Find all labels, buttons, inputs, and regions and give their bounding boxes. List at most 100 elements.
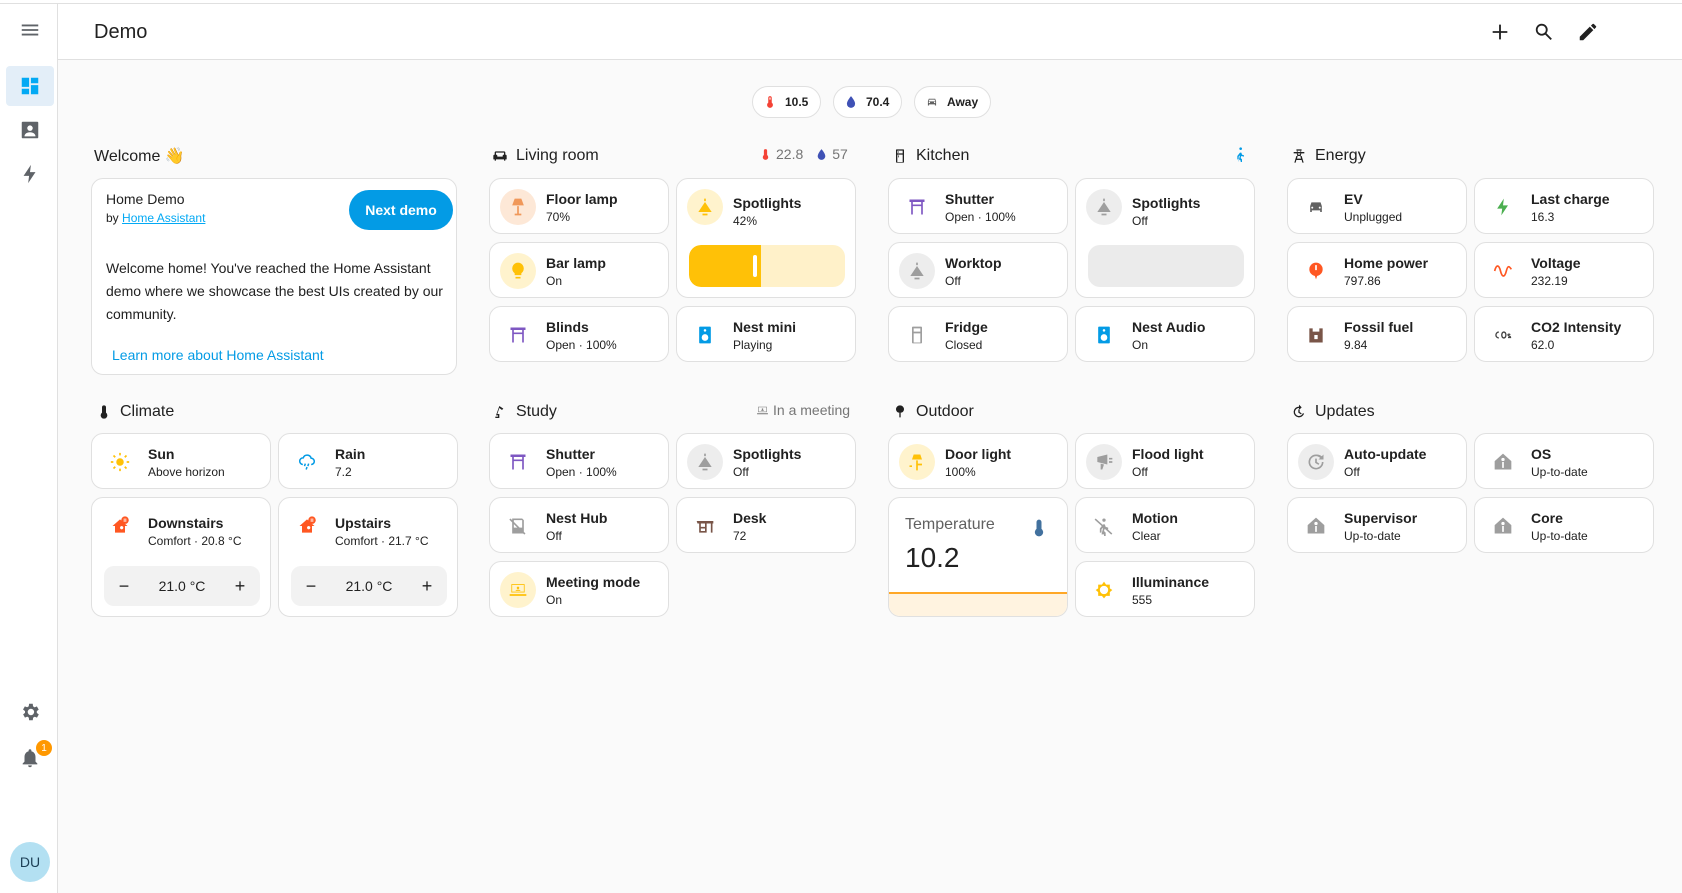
tile-door-light[interactable]: Door light 100% xyxy=(888,433,1068,489)
tile-state: 62.0 xyxy=(1531,338,1555,352)
tile-name: Sun xyxy=(148,446,175,462)
tile-meeting-mode[interactable]: Meeting mode On xyxy=(489,561,669,617)
tile-name: Auto-update xyxy=(1344,446,1427,462)
tile-state: 232.19 xyxy=(1531,274,1568,288)
dashboard-icon xyxy=(21,77,39,95)
tile-name: Illuminance xyxy=(1132,574,1210,590)
tile-motion[interactable]: Motion Clear xyxy=(1075,497,1255,553)
tile-desk[interactable]: Desk 72 xyxy=(676,497,856,553)
tile-state: Clear xyxy=(1132,529,1161,543)
tile-state: Up-to-date xyxy=(1531,465,1588,479)
tile-supervisor-update[interactable]: Supervisor Up-to-date xyxy=(1287,497,1467,553)
increase-button[interactable]: + xyxy=(234,575,246,596)
tile-rain[interactable]: Rain 7.2 xyxy=(278,433,458,489)
spotlight-icon xyxy=(1086,189,1122,225)
tile-worktop[interactable]: Worktop Off xyxy=(888,242,1068,298)
brightness-slider[interactable] xyxy=(1088,245,1244,287)
tile-bar-lamp[interactable]: Bar lamp On xyxy=(489,242,669,298)
sidebar-item-map[interactable] xyxy=(6,110,54,150)
tile-state: Off xyxy=(546,529,562,543)
tile-state: Off xyxy=(1132,465,1148,479)
tile-nest-mini[interactable]: Nest mini Playing xyxy=(676,306,856,362)
section-title: Kitchen xyxy=(916,147,970,164)
tile-auto-update[interactable]: Auto-update Off xyxy=(1287,433,1467,489)
fridge-icon xyxy=(899,317,935,353)
tile-last-charge[interactable]: Last charge 16.3 xyxy=(1474,178,1654,234)
tile-nest-hub[interactable]: Nest Hub Off xyxy=(489,497,669,553)
tile-sun[interactable]: Sun Above horizon xyxy=(91,433,271,489)
next-demo-button[interactable]: Next demo xyxy=(349,190,453,230)
tile-core-update[interactable]: Core Up-to-date xyxy=(1474,497,1654,553)
tile-floor-lamp[interactable]: Floor lamp 70% xyxy=(489,178,669,234)
tile-study-spotlights[interactable]: Spotlights Off xyxy=(676,433,856,489)
welcome-body-text: Welcome home! You've reached the Home As… xyxy=(106,260,443,322)
chip-outdoor-humidity[interactable]: 70.4 xyxy=(833,86,903,118)
increase-button[interactable]: + xyxy=(421,575,433,596)
brightness-slider[interactable] xyxy=(689,245,845,287)
home-assistant-link[interactable]: Home Assistant xyxy=(122,211,206,225)
tile-nest-audio[interactable]: Nest Audio On xyxy=(1075,306,1255,362)
tile-state: On xyxy=(546,593,563,607)
sidebar-item-energy[interactable] xyxy=(6,154,54,194)
chip-outdoor-temperature[interactable]: 10.5 xyxy=(752,86,822,118)
tile-name: Core xyxy=(1531,510,1563,526)
section-heading-outdoor: Outdoor xyxy=(892,400,974,424)
search-button[interactable] xyxy=(1526,14,1562,50)
sofa-icon xyxy=(492,148,508,164)
spotlight-icon xyxy=(899,253,935,289)
tile-name: Fridge xyxy=(945,319,988,335)
lightning-icon xyxy=(23,164,36,184)
welcome-byline: by Home Assistant xyxy=(106,211,205,225)
slider-handle[interactable] xyxy=(753,255,757,277)
decrease-button[interactable]: − xyxy=(118,575,130,596)
tile-spotlights-kitchen[interactable]: Spotlights Off xyxy=(1075,178,1255,298)
spotlight-icon xyxy=(687,444,723,480)
tile-ev[interactable]: EV Unplugged xyxy=(1287,178,1467,234)
add-button[interactable] xyxy=(1482,14,1518,50)
chip-presence[interactable]: Away xyxy=(914,86,992,118)
avatar[interactable]: DU xyxy=(10,842,50,882)
chip-label: Away xyxy=(947,95,979,109)
tile-downstairs-thermostat[interactable]: Downstairs Comfort · 20.8 °C − 21.0 °C + xyxy=(91,497,271,617)
edit-button[interactable] xyxy=(1570,14,1606,50)
thermometer-icon xyxy=(767,96,773,108)
decrease-button[interactable]: − xyxy=(305,575,317,596)
tile-name: Spotlights xyxy=(1132,195,1201,211)
tile-co2-intensity[interactable]: CO2 Intensity 62.0 xyxy=(1474,306,1654,362)
menu-icon[interactable] xyxy=(6,10,54,50)
desk-icon xyxy=(687,508,723,544)
living-room-humidity: 57 xyxy=(832,146,848,162)
tile-fossil-fuel[interactable]: Fossil fuel 9.84 xyxy=(1287,306,1467,362)
tile-os-update[interactable]: OS Up-to-date xyxy=(1474,433,1654,489)
sidebar-item-settings[interactable] xyxy=(6,692,54,732)
tile-home-power[interactable]: Home power 797.86 xyxy=(1287,242,1467,298)
tile-study-shutter[interactable]: Shutter Open · 100% xyxy=(489,433,669,489)
home-heat-icon xyxy=(289,508,325,544)
shutter-icon xyxy=(500,444,536,480)
tile-spotlights-living[interactable]: Spotlights 42% xyxy=(676,178,856,298)
tile-name: Nest mini xyxy=(733,319,797,335)
tile-voltage[interactable]: Voltage 232.19 xyxy=(1474,242,1654,298)
tile-name: Blinds xyxy=(546,319,589,335)
by-text: by xyxy=(106,211,119,225)
tile-blinds[interactable]: Blinds Open · 100% xyxy=(489,306,669,362)
tile-fridge[interactable]: Fridge Closed xyxy=(888,306,1068,362)
tile-upstairs-thermostat[interactable]: Upstairs Comfort · 21.7 °C − 21.0 °C + xyxy=(278,497,458,617)
notification-badge: 1 xyxy=(36,740,52,756)
target-temperature: 21.0 °C xyxy=(158,578,206,594)
tile-state: Comfort · 20.8 °C xyxy=(148,534,242,548)
welcome-card-title: Home Demo xyxy=(106,191,185,207)
home-assistant-icon xyxy=(1485,444,1521,480)
tile-name: CO2 Intensity xyxy=(1531,319,1622,335)
tile-kitchen-shutter[interactable]: Shutter Open · 100% xyxy=(888,178,1068,234)
tile-state: 70% xyxy=(546,210,571,224)
sidebar-item-overview[interactable] xyxy=(6,66,54,106)
section-heading-welcome: Welcome 👋 xyxy=(94,144,185,168)
tile-name: Shutter xyxy=(546,446,595,462)
sidebar-item-notifications[interactable]: 1 xyxy=(6,738,54,778)
learn-more-link[interactable]: Learn more about Home Assistant xyxy=(112,347,324,363)
tile-illuminance[interactable]: Illuminance 555 xyxy=(1075,561,1255,617)
temperature-sensor-card[interactable]: Temperature 10.2 xyxy=(888,497,1068,617)
tile-name: Nest Hub xyxy=(546,510,608,526)
tile-flood-light[interactable]: Flood light Off xyxy=(1075,433,1255,489)
